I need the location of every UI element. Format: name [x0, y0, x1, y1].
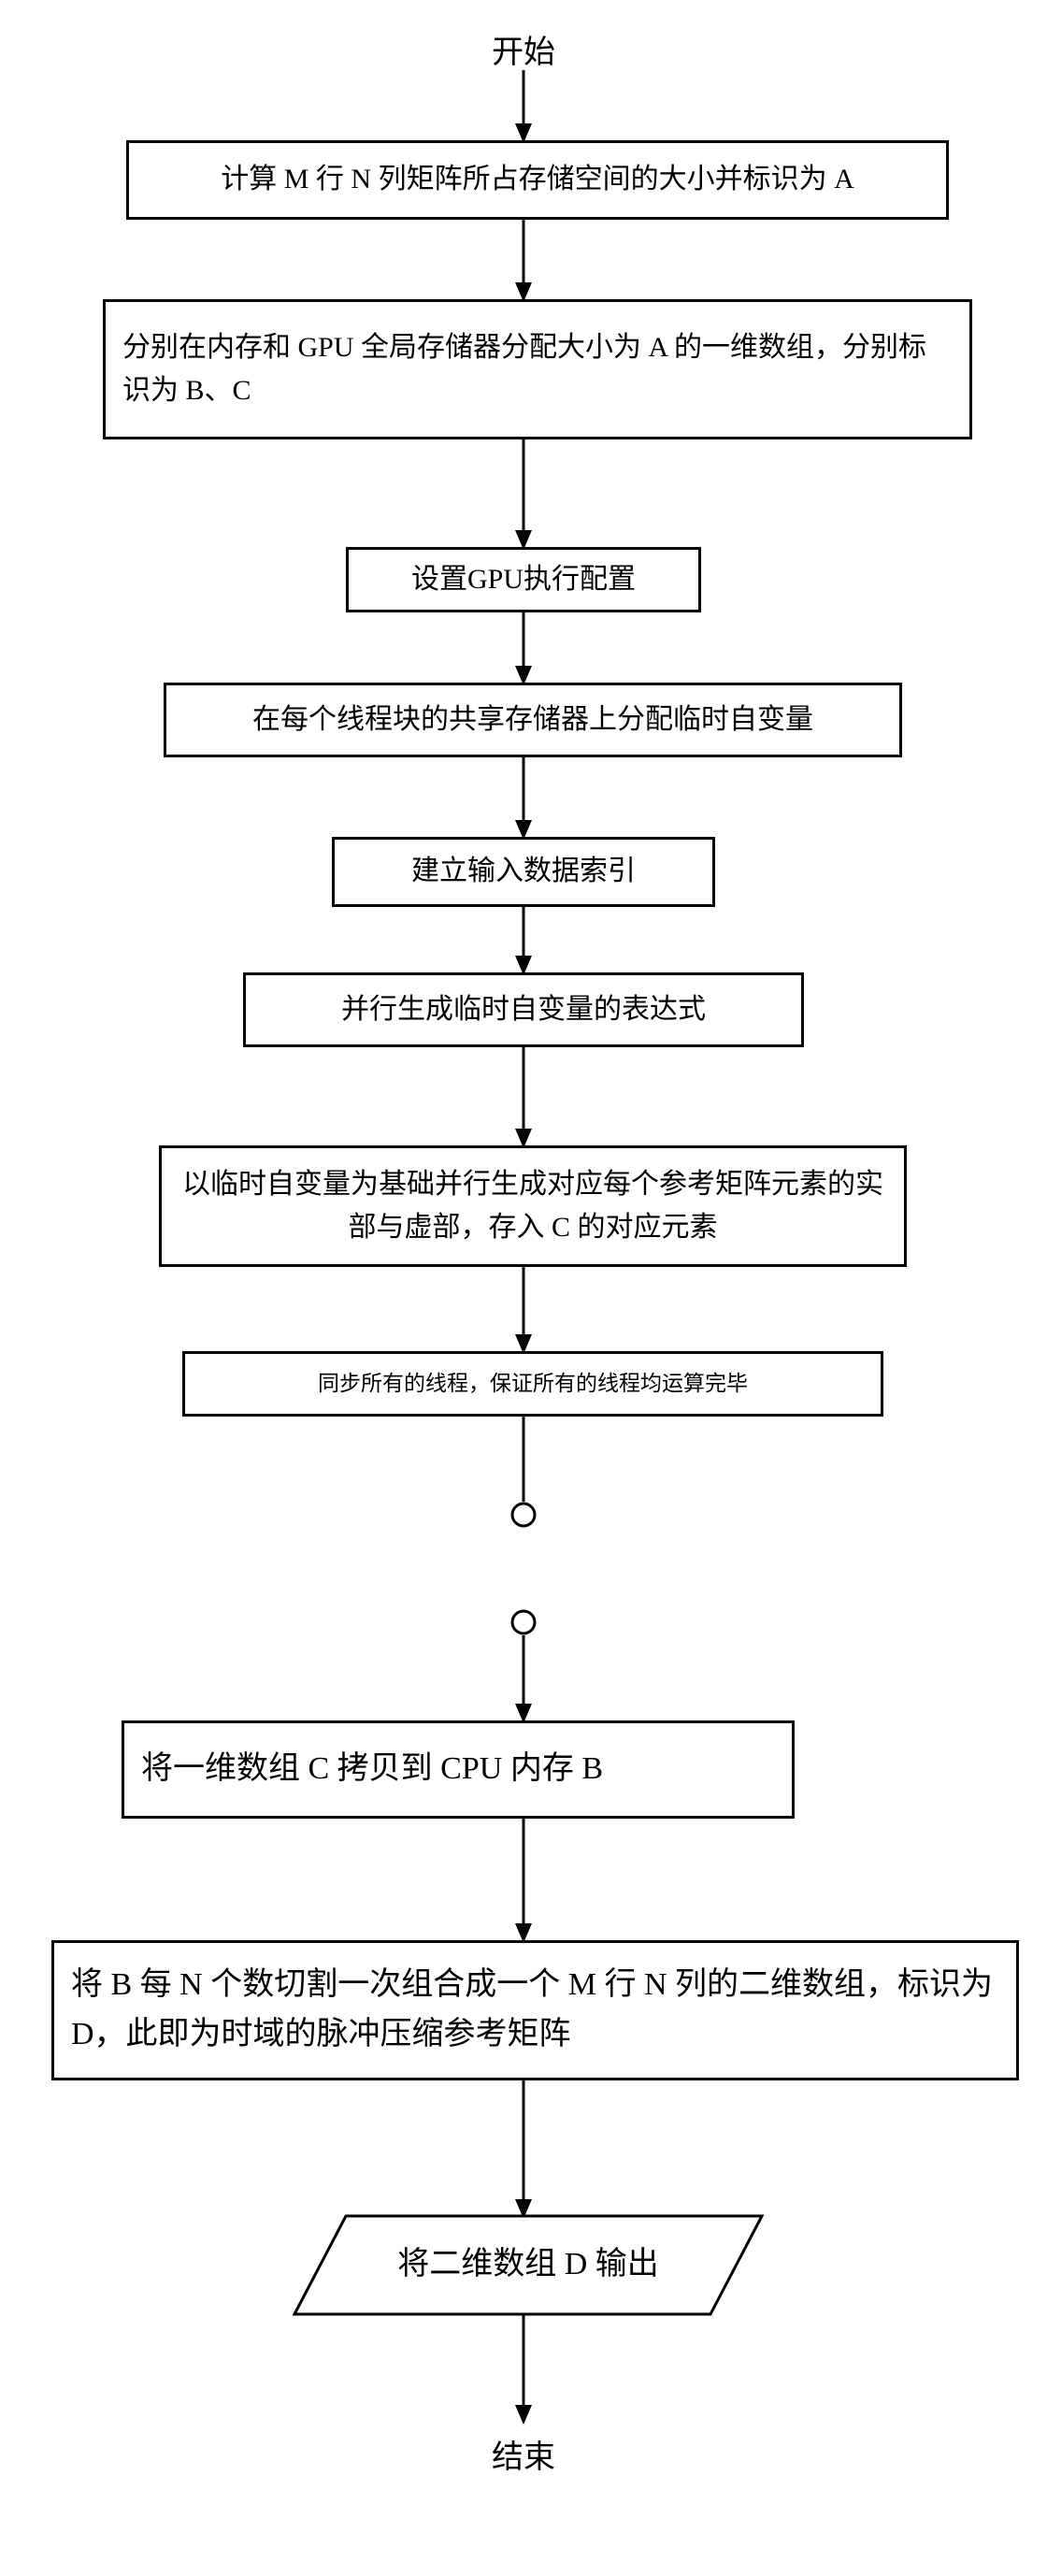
flow-node-text: 计算 M 行 N 列矩阵所占存储空间的大小并标识为 A: [221, 158, 854, 202]
flow-node-text: 建立输入数据索引: [411, 850, 636, 894]
flow-node-n1: 计算 M 行 N 列矩阵所占存储空间的大小并标识为 A: [126, 140, 949, 220]
flow-node-n4: 在每个线程块的共享存储器上分配临时自变量: [164, 683, 902, 757]
start-label: 开始: [449, 26, 598, 72]
flow-node-text: 将二维数组 D 输出: [397, 2240, 659, 2290]
flow-node-n8: 同步所有的线程，保证所有的线程均运算完毕: [182, 1351, 883, 1417]
flow-node-n2: 分别在内存和 GPU 全局存储器分配大小为 A 的一维数组，分别标识为 B、C: [103, 299, 972, 439]
flow-node-text: 将 B 每 N 个数切割一次组合成一个 M 行 N 列的二维数组，标识为 D，此…: [71, 1961, 999, 2059]
flow-node-n3: 设置GPU执行配置: [346, 547, 701, 612]
flow-node-text: 以临时自变量为基础并行生成对应每个参考矩阵元素的实部与虚部，存入 C 的对应元素: [179, 1163, 887, 1250]
flow-node-n9: 将一维数组 C 拷贝到 CPU 内存 B: [122, 1720, 795, 1819]
end-label: 结束: [449, 2431, 598, 2477]
flow-node-n7: 以临时自变量为基础并行生成对应每个参考矩阵元素的实部与虚部，存入 C 的对应元素: [159, 1145, 907, 1267]
flow-node-n5: 建立输入数据索引: [332, 837, 715, 907]
flow-node-n11: 将二维数组 D 输出: [294, 2216, 762, 2314]
flow-node-text: 分别在内存和 GPU 全局存储器分配大小为 A 的一维数组，分别标识为 B、C: [122, 326, 953, 413]
flow-node-text: 同步所有的线程，保证所有的线程均运算完毕: [318, 1367, 748, 1401]
flow-node-text: 在每个线程块的共享存储器上分配临时自变量: [252, 698, 813, 742]
connector-circle: [512, 1504, 535, 1526]
flow-node-text: 将一维数组 C 拷贝到 CPU 内存 B: [141, 1745, 603, 1794]
flow-node-n6: 并行生成临时自变量的表达式: [243, 972, 804, 1047]
connector-circle: [512, 1611, 535, 1633]
flow-node-text: 设置GPU执行配置: [411, 558, 636, 602]
flow-node-text: 并行生成临时自变量的表达式: [341, 988, 706, 1032]
flow-node-n10: 将 B 每 N 个数切割一次组合成一个 M 行 N 列的二维数组，标识为 D，此…: [51, 1940, 1019, 2080]
